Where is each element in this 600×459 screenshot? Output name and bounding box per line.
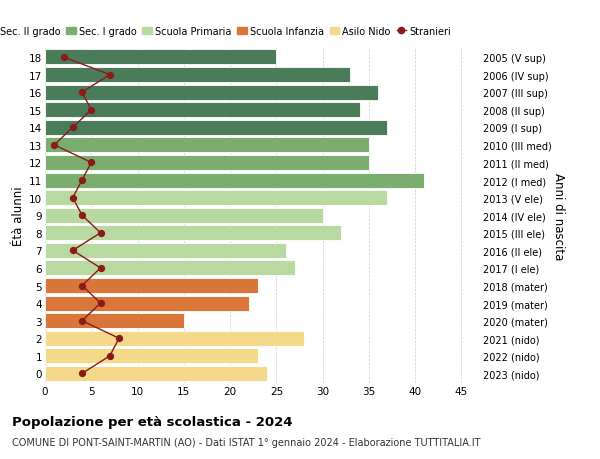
Point bbox=[49, 142, 59, 149]
Bar bbox=[45, 331, 304, 346]
Bar bbox=[45, 296, 248, 311]
Text: Popolazione per età scolastica - 2024: Popolazione per età scolastica - 2024 bbox=[12, 415, 293, 428]
Text: COMUNE DI PONT-SAINT-MARTIN (AO) - Dati ISTAT 1° gennaio 2024 - Elaborazione TUT: COMUNE DI PONT-SAINT-MARTIN (AO) - Dati … bbox=[12, 437, 481, 447]
Legend: Sec. II grado, Sec. I grado, Scuola Primaria, Scuola Infanzia, Asilo Nido, Stran: Sec. II grado, Sec. I grado, Scuola Prim… bbox=[0, 27, 451, 37]
Point bbox=[77, 317, 87, 325]
Bar bbox=[45, 68, 350, 83]
Point bbox=[68, 124, 77, 132]
Point bbox=[77, 177, 87, 185]
Point bbox=[68, 195, 77, 202]
Bar bbox=[45, 173, 424, 188]
Point bbox=[105, 353, 115, 360]
Bar bbox=[45, 261, 295, 276]
Bar bbox=[45, 313, 184, 329]
Bar bbox=[45, 50, 277, 65]
Point bbox=[96, 230, 106, 237]
Point bbox=[86, 159, 96, 167]
Y-axis label: Étà alunni: Étà alunni bbox=[12, 186, 25, 246]
Point bbox=[96, 300, 106, 307]
Bar bbox=[45, 191, 388, 206]
Bar bbox=[45, 279, 258, 293]
Point bbox=[96, 265, 106, 272]
Point bbox=[77, 89, 87, 96]
Point bbox=[77, 370, 87, 377]
Point bbox=[77, 212, 87, 219]
Bar bbox=[45, 243, 286, 258]
Bar bbox=[45, 85, 378, 101]
Point bbox=[114, 335, 124, 342]
Bar bbox=[45, 349, 258, 364]
Bar bbox=[45, 226, 341, 241]
Y-axis label: Anni di nascita: Anni di nascita bbox=[553, 172, 565, 259]
Point bbox=[59, 54, 68, 62]
Bar bbox=[45, 138, 369, 153]
Bar bbox=[45, 121, 388, 135]
Bar bbox=[45, 103, 359, 118]
Point bbox=[77, 282, 87, 290]
Point bbox=[105, 72, 115, 79]
Bar bbox=[45, 208, 323, 223]
Point bbox=[86, 107, 96, 114]
Point bbox=[68, 247, 77, 254]
Bar bbox=[45, 366, 267, 381]
Bar bbox=[45, 156, 369, 171]
